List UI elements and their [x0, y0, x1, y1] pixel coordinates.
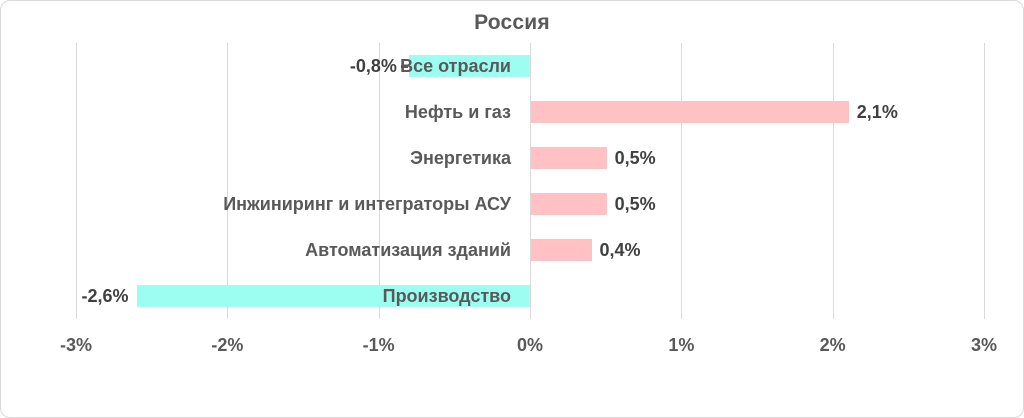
- x-axis: -3% -2% -1% 0% 1% 2% 3%: [60, 335, 997, 363]
- axis-tick-label: 2%: [819, 335, 846, 355]
- axis-tick-label: -2%: [211, 335, 244, 355]
- axis-tick-label: 0%: [516, 335, 544, 355]
- axis-tick-label: 1%: [668, 335, 695, 355]
- category-label: Нефть и газ: [404, 102, 511, 122]
- value-label: 0,5%: [614, 194, 656, 214]
- bar: [136, 285, 530, 307]
- gridline: [832, 43, 834, 319]
- gridline: [530, 43, 531, 319]
- gridline: [76, 43, 77, 319]
- axis-tick-label: 3%: [970, 335, 998, 355]
- category-label: Производство: [382, 286, 511, 306]
- gridline: [984, 43, 985, 319]
- bar: [531, 101, 849, 123]
- bar-row: Производство -2,6%: [76, 273, 984, 319]
- category-label: Энергетика: [410, 148, 511, 168]
- axis-tick-label: -1%: [362, 335, 395, 355]
- label-leader-dash: [400, 65, 408, 68]
- category-label: Инжиниринг и интеграторы АСУ: [223, 194, 511, 214]
- bar: [531, 147, 607, 169]
- bar-row: Инжиниринг и интеграторы АСУ 0,5%: [76, 181, 984, 227]
- category-label: Все отрасли: [400, 56, 511, 76]
- value-label: 0,5%: [614, 148, 656, 168]
- gridline: [681, 43, 683, 319]
- value-label: -2,6%: [81, 286, 129, 306]
- plot-area: Все отрасли -0,8% Нефть и газ 2,1% Энергетик…: [76, 43, 985, 319]
- bar-row: Все отрасли -0,8%: [76, 43, 984, 89]
- chart-title: Россия: [474, 11, 550, 34]
- bar: [531, 239, 592, 261]
- value-label: 0,4%: [599, 240, 641, 260]
- category-label: Автоматизация зданий: [305, 240, 511, 260]
- gridline: [227, 43, 229, 319]
- value-label: 2,1%: [856, 102, 898, 122]
- gridline: [378, 43, 380, 319]
- bar-row: Автоматизация зданий 0,4%: [76, 227, 984, 273]
- value-label: -0,8%: [349, 56, 397, 76]
- axis-tick-label: -3%: [59, 335, 93, 355]
- bar-row: Нефть и газ 2,1%: [76, 89, 984, 135]
- bar-row: Энергетика 0,5%: [76, 135, 984, 181]
- bar: [531, 193, 607, 215]
- bar: [408, 55, 530, 77]
